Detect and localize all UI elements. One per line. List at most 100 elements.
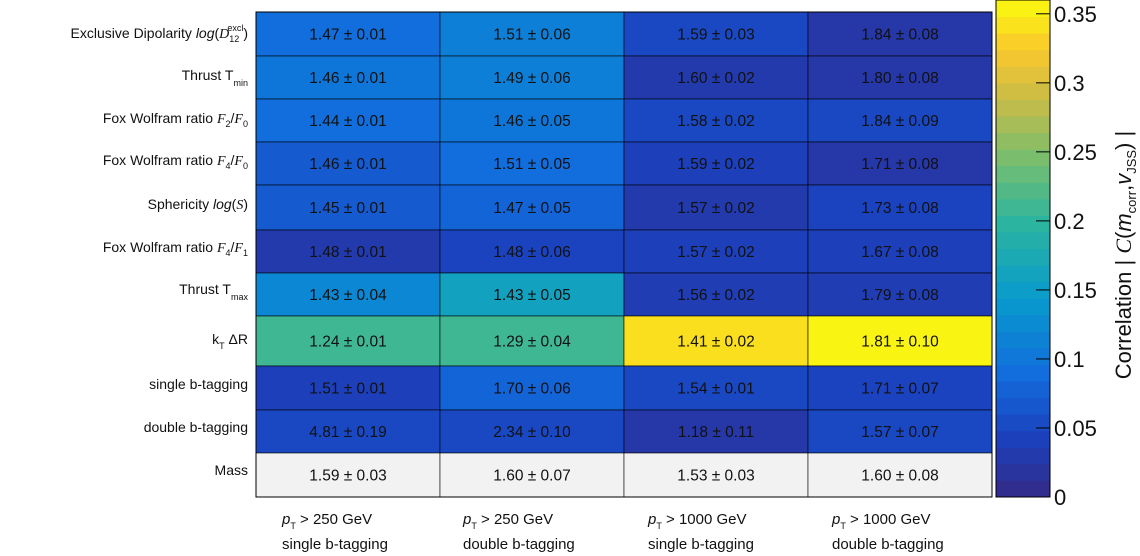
colorbar-band — [996, 16, 1050, 34]
colorbar-band — [996, 66, 1050, 84]
heatmap-cell — [623, 365, 809, 411]
heatmap-cell-label: 1.43 ± 0.05 — [493, 287, 570, 304]
heatmap-cell-label: 1.41 ± 0.02 — [677, 334, 754, 351]
colorbar-tick-label: 0.35 — [1054, 2, 1097, 27]
colorbar-band — [996, 182, 1050, 200]
heatmap-cell-label: 1.44 ± 0.01 — [309, 113, 386, 130]
row-label-7: kT ΔR — [212, 331, 248, 351]
svg-text:double b-tagging: double b-tagging — [463, 536, 575, 553]
colorbar-band — [996, 248, 1050, 266]
heatmap-cell-label: 1.46 ± 0.01 — [309, 156, 386, 173]
heatmap-cell — [623, 272, 809, 317]
svg-text:double b-tagging: double b-tagging — [832, 536, 944, 553]
row-label-4: Sphericity log(S) — [148, 196, 248, 213]
heatmap-cell — [623, 229, 809, 274]
colorbar-band — [996, 430, 1050, 448]
heatmap-cell-label: 1.73 ± 0.08 — [861, 200, 938, 217]
heatmap-cell-label: 1.71 ± 0.07 — [861, 381, 938, 398]
row-labels: Exclusive Dipolarity log(D12excl) Thrust… — [71, 23, 249, 478]
column-label-2: pT > 1000 GeV single b-tagging — [647, 511, 754, 553]
colorbar-band — [996, 115, 1050, 134]
heatmap-cell — [623, 315, 809, 367]
heatmap-cell — [807, 141, 993, 186]
colorbar-band — [996, 82, 1050, 100]
column-label-0: pT > 250 GeV single b-tagging — [281, 511, 388, 553]
row-label-10: Mass — [215, 462, 248, 478]
heatmap-cell-label: 1.18 ± 0.11 — [678, 424, 754, 441]
heatmap-cell — [439, 141, 625, 186]
heatmap-cell — [439, 11, 625, 57]
svg-text:pT > 250 GeV: pT > 250 GeV — [281, 511, 372, 531]
heatmap-cell — [255, 55, 441, 100]
colorbar-band — [996, 231, 1050, 249]
colorbar-title: Correlation | C(mcorr,vJSS) | — [1111, 131, 1139, 379]
heatmap-cell — [255, 409, 441, 454]
heatmap-cell-label: 1.57 ± 0.07 — [861, 424, 938, 441]
heatmap-cell — [807, 409, 993, 454]
row-label-8: single b-tagging — [149, 376, 248, 392]
colorbar-band — [996, 132, 1050, 150]
colorbar-tick-label: 0.1 — [1054, 347, 1085, 372]
column-label-1: pT > 250 GeV double b-tagging — [462, 511, 575, 553]
heatmap-cell — [439, 184, 625, 231]
colorbar — [995, 0, 1051, 498]
heatmap-cell — [439, 98, 625, 143]
colorbar-ticks: 0 0.05 0.1 0.15 0.2 0.25 0.3 0.35 — [1036, 2, 1097, 510]
heatmap-cell-labels: 1.47 ± 0.01 1.51 ± 0.06 1.59 ± 0.03 1.84 ± … — [309, 27, 939, 485]
heatmap-cell-label: 1.47 ± 0.05 — [493, 200, 570, 217]
heatmap-cell-label: 1.81 ± 0.10 — [861, 334, 939, 351]
heatmap-cell-label: 1.79 ± 0.08 — [861, 287, 938, 304]
heatmap-cell-label: 1.59 ± 0.02 — [677, 156, 754, 173]
heatmap-cell — [439, 409, 625, 454]
colorbar-band — [996, 414, 1050, 432]
colorbar-band — [996, 463, 1050, 481]
colorbar-band — [996, 281, 1050, 299]
heatmap-cell-label: 1.70 ± 0.06 — [493, 381, 570, 398]
colorbar-band — [996, 298, 1050, 316]
colorbar-band — [996, 99, 1050, 117]
colorbar-band — [996, 149, 1050, 167]
heatmap-cell-label: 1.71 ± 0.08 — [861, 156, 938, 173]
colorbar-band — [996, 397, 1050, 415]
colorbar-frame — [995, 0, 1051, 498]
row-label-1: Thrust Tmin — [182, 67, 248, 88]
colorbar-band — [996, 49, 1050, 67]
heatmap-cell-label: 1.57 ± 0.02 — [677, 200, 754, 217]
colorbar-band — [996, 447, 1050, 465]
heatmap-cell-label: 1.60 ± 0.07 — [493, 468, 570, 485]
colorbar-band — [996, 381, 1050, 399]
svg-text:pT > 250 GeV: pT > 250 GeV — [462, 511, 553, 531]
colorbar-band — [996, 0, 1050, 18]
row-label-9: double b-tagging — [144, 419, 248, 435]
column-label-3: pT > 1000 GeV double b-tagging — [831, 511, 944, 553]
heatmap-cell-label: 1.48 ± 0.01 — [309, 244, 386, 261]
heatmap-cell-label: 1.51 ± 0.01 — [309, 381, 386, 398]
colorbar-tick-label: 0.15 — [1054, 278, 1097, 303]
svg-text:pT > 1000 GeV: pT > 1000 GeV — [647, 511, 747, 531]
heatmap-cell — [807, 184, 993, 231]
heatmap-cell-label: 1.24 ± 0.01 — [309, 334, 386, 351]
colorbar-band — [996, 347, 1050, 365]
heatmap-cell-label: 1.59 ± 0.03 — [309, 468, 386, 485]
svg-text:single b-tagging: single b-tagging — [282, 536, 388, 553]
colorbar-band — [996, 480, 1050, 498]
heatmap-cell-label: 1.67 ± 0.08 — [861, 244, 938, 261]
heatmap-cell-label: 1.49 ± 0.06 — [493, 70, 570, 87]
heatmap-cell — [623, 409, 809, 454]
heatmap-cell-label: 1.29 ± 0.04 — [493, 334, 571, 351]
row-label-3: Fox Wolfram ratio F4/F0 — [103, 152, 248, 171]
colorbar-band — [996, 215, 1050, 233]
svg-text:single b-tagging: single b-tagging — [648, 536, 754, 553]
colorbar-tick-label: 0 — [1054, 485, 1066, 510]
row-label-0-text: Exclusive Dipolarity — [71, 25, 196, 41]
heatmap-cell — [807, 55, 993, 100]
colorbar-band — [996, 331, 1050, 349]
heatmap-cell-label: 1.60 ± 0.08 — [861, 468, 938, 485]
heatmap-cell-label: 1.58 ± 0.02 — [677, 113, 754, 130]
heatmap-cell-label: 1.59 ± 0.03 — [677, 27, 754, 44]
row-label-0: Exclusive Dipolarity log(D12excl) — [71, 23, 248, 44]
heatmap-cell-label: 1.46 ± 0.05 — [493, 113, 570, 130]
row-label-6: Thrust Tmax — [179, 281, 248, 302]
heatmap-cell-label: 1.80 ± 0.08 — [861, 70, 938, 87]
heatmap-cell — [623, 184, 809, 231]
